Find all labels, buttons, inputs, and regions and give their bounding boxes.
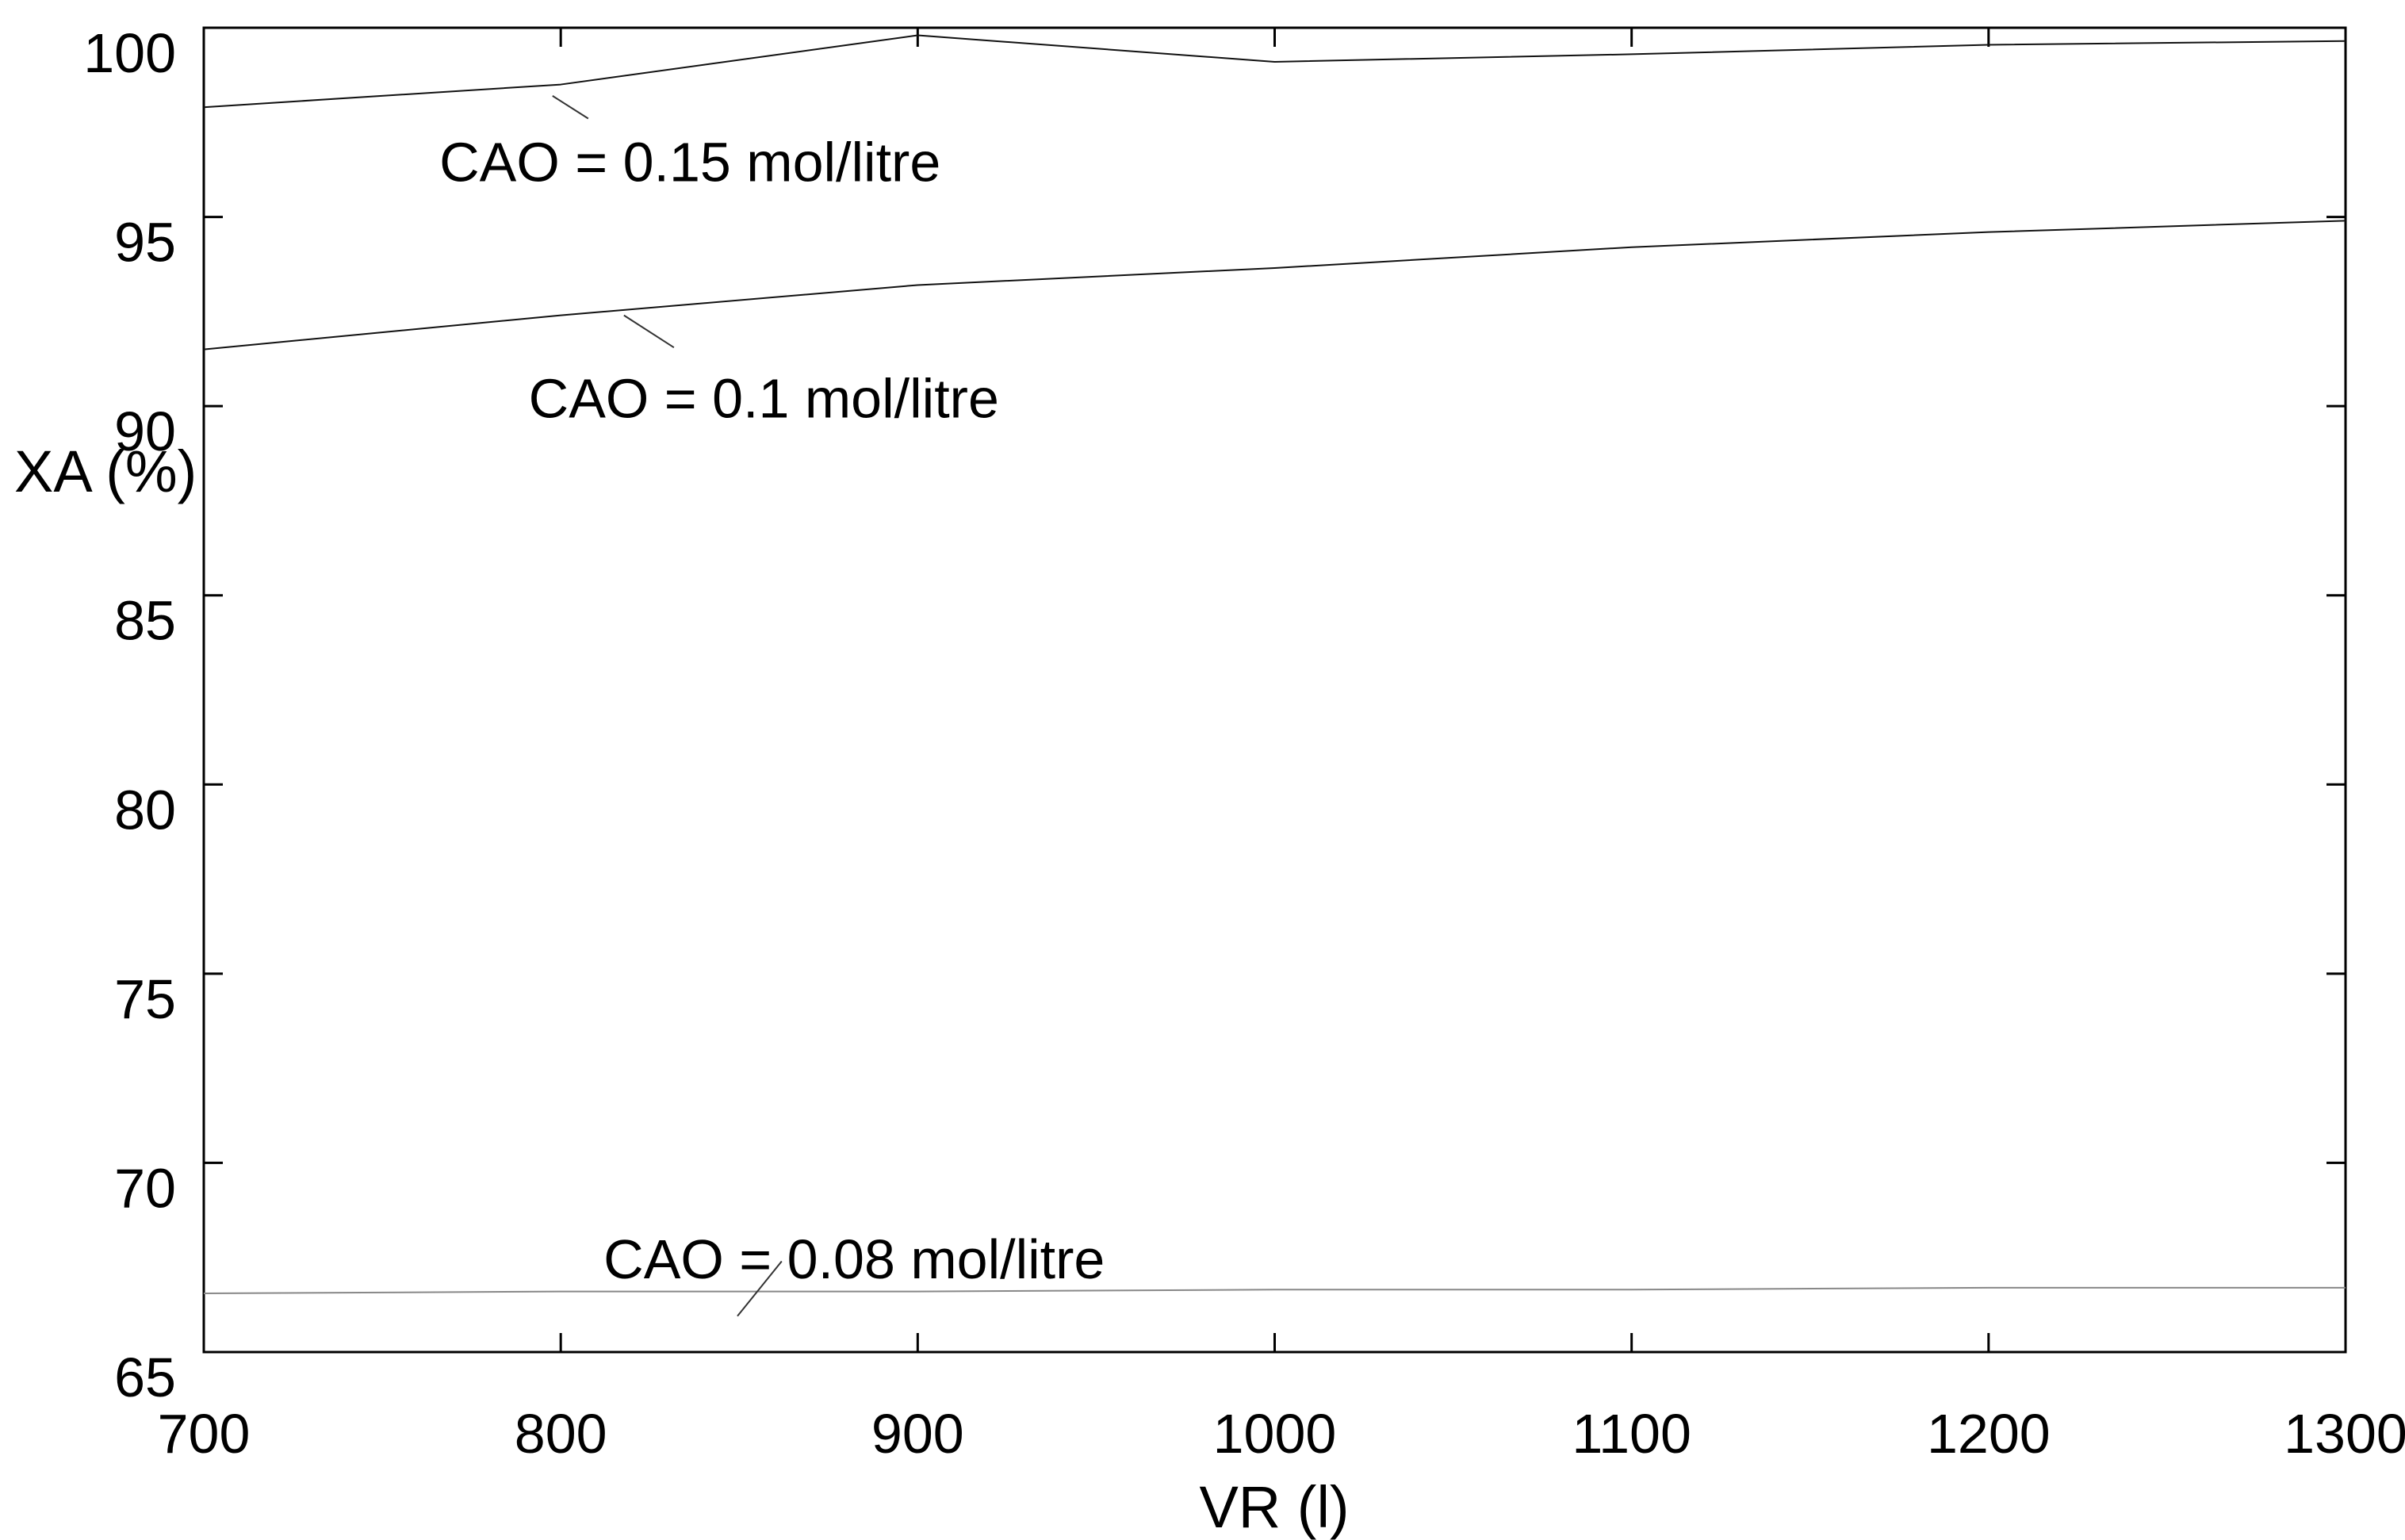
annotation-leader-line	[737, 1260, 783, 1317]
x-tick-label: 1000	[1213, 1403, 1337, 1465]
y-tick-label: 85	[114, 590, 176, 652]
y-tick-label: 90	[114, 400, 176, 462]
x-tick-label: 800	[515, 1403, 607, 1465]
annotation-label: CAO = 0.08 mol/litre	[603, 1228, 1105, 1290]
y-axis-label: XA (%)	[14, 439, 197, 504]
y-tick-label: 70	[114, 1157, 176, 1219]
plot-box	[202, 26, 2347, 1354]
annotation-leader-line	[623, 314, 675, 349]
annotation-label: CAO = 0.15 mol/litre	[439, 131, 940, 193]
y-tick-label: 65	[114, 1347, 176, 1408]
y-tick-label: 100	[83, 22, 176, 84]
x-tick-label: 700	[158, 1403, 251, 1465]
x-tick-label: 900	[871, 1403, 964, 1465]
y-tick-label: 80	[114, 779, 176, 841]
series-line-0.15	[203, 34, 2346, 109]
x-tick-label: 1300	[2284, 1403, 2405, 1465]
series-line-0.1	[203, 220, 2346, 351]
annotation-label: CAO = 0.1 mol/litre	[529, 367, 999, 429]
y-tick-label: 95	[114, 212, 176, 274]
x-tick-label: 1100	[1572, 1403, 1691, 1465]
series-line-0.08	[203, 1286, 2346, 1295]
annotation-leader-line	[552, 95, 589, 120]
x-axis-label: VR (l)	[1199, 1474, 1350, 1540]
x-tick-label: 1200	[1927, 1403, 2051, 1465]
y-tick-label: 75	[114, 968, 176, 1030]
